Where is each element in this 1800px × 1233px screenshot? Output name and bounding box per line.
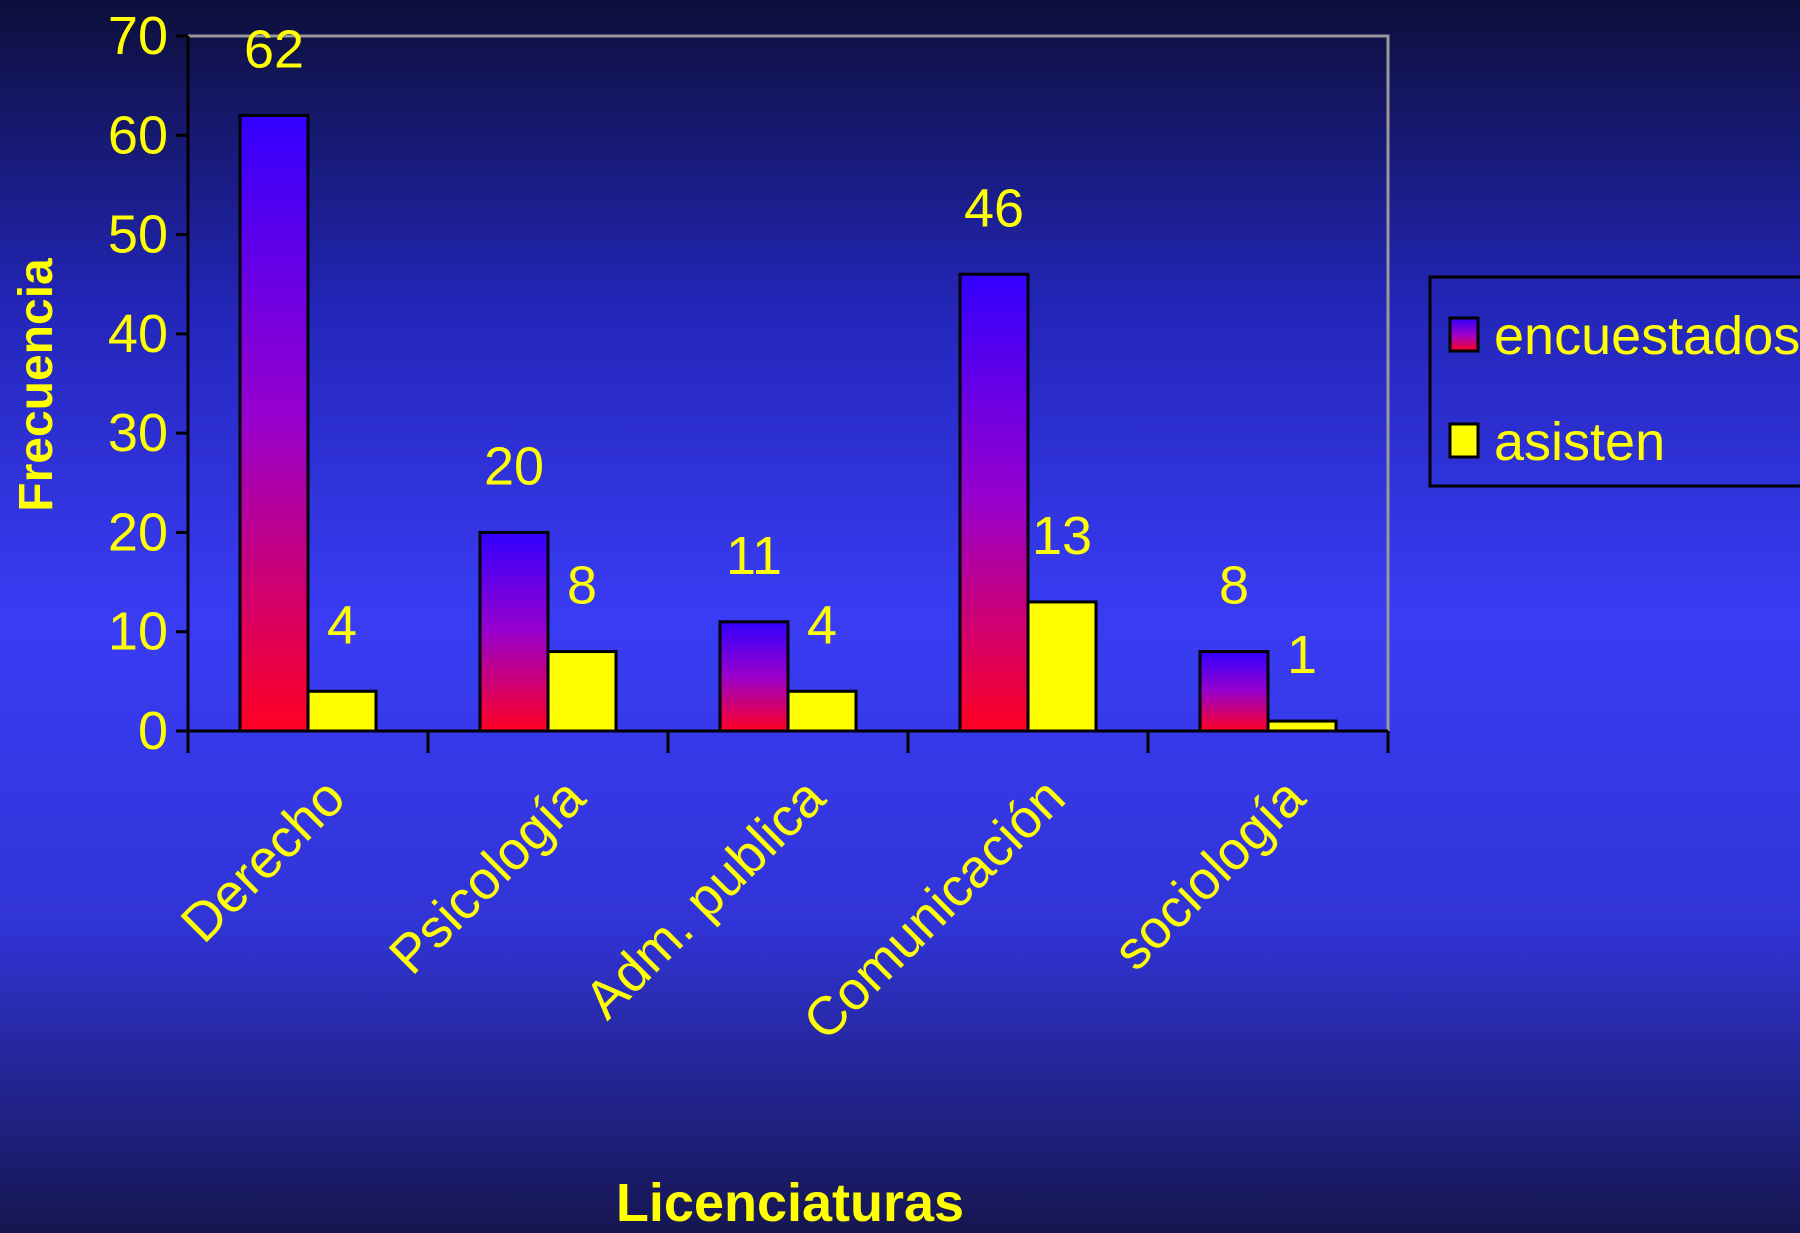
x-category-label: Derecho (170, 767, 357, 954)
x-category-label: sociología (1102, 766, 1317, 981)
x-category-label: Adm. publica (573, 766, 837, 1030)
data-label-asisten: 13 (1032, 506, 1092, 566)
bar-asisten (546, 650, 618, 733)
legend-label-asisten: asisten (1494, 412, 1665, 472)
data-label-asisten: 8 (567, 556, 597, 616)
x-category-label: Psicología (378, 766, 597, 985)
bar-encuestados (238, 113, 310, 733)
data-label-encuestados: 20 (484, 436, 544, 496)
bars-layer (238, 113, 1338, 733)
y-tick-label: 40 (108, 304, 168, 364)
bar-asisten (786, 689, 858, 733)
data-label-asisten: 4 (807, 595, 837, 655)
y-tick-label: 70 (108, 6, 168, 66)
data-label-encuestados: 8 (1219, 556, 1249, 616)
y-tick-label: 20 (108, 502, 168, 562)
y-tick-label: 60 (108, 105, 168, 165)
y-tick-label: 10 (108, 602, 168, 662)
bar-asisten (1026, 600, 1098, 733)
bar-encuestados (958, 272, 1030, 733)
legend-label-encuestados: encuestados (1494, 306, 1800, 366)
data-label-asisten: 4 (327, 595, 357, 655)
data-label-encuestados: 46 (964, 178, 1024, 238)
x-axis-title: Licenciaturas (616, 1173, 964, 1233)
y-tick-label: 0 (138, 701, 168, 761)
bar-asisten (306, 689, 378, 733)
data-label-asisten: 1 (1287, 625, 1317, 685)
legend-swatch-encuestados (1448, 316, 1480, 353)
bar-encuestados (718, 620, 790, 733)
bar-encuestados (1198, 650, 1270, 733)
y-axis-title: Frecuencia (10, 258, 63, 512)
legend-box (1428, 275, 1800, 488)
data-label-encuestados: 11 (726, 526, 782, 586)
y-tick-label: 30 (108, 403, 168, 463)
y-axis-ticks: 0 10 20 30 40 50 60 70 (108, 6, 188, 761)
legend: encuestados asisten (1428, 275, 1800, 488)
bar-encuestados (478, 530, 550, 733)
legend-swatch-asisten (1448, 422, 1480, 459)
y-tick-label: 50 (108, 205, 168, 265)
data-label-encuestados: 62 (244, 19, 304, 79)
